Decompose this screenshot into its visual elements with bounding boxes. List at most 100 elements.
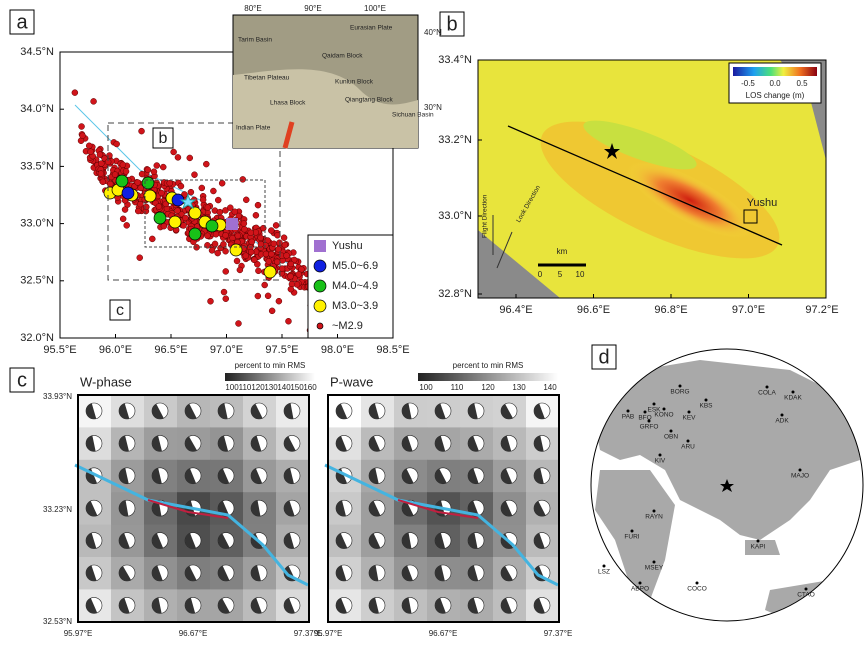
event [120,216,126,222]
inset-place: Kunlun Block [335,79,374,86]
y-tick-label: 33.5°N [20,160,54,172]
station-label: MSEY [645,565,664,572]
x-tick-label: 97.0°E [210,344,243,356]
event [288,273,294,279]
colorbar-tick: 140 [543,383,557,392]
event [200,197,206,203]
event-large [144,190,156,202]
colorbar-tick: 110 [451,383,464,392]
panel-label: c [17,369,27,391]
event [285,318,291,324]
event [248,249,254,255]
event [123,168,129,174]
inset-place: Indian Plate [236,125,271,132]
legend-swatch [314,280,326,292]
event [181,222,187,228]
station [639,582,642,585]
station [781,414,784,417]
event [249,239,255,245]
event [188,189,194,195]
colorbar-tick: 120 [481,383,495,392]
event [282,242,288,248]
y-tick-label: 33.23°N [43,505,72,514]
event [88,149,94,155]
event [187,155,193,161]
event [156,204,162,210]
colorbar-tick: 130 [512,383,526,392]
station-label: COLA [758,390,776,397]
event [171,149,177,155]
event [234,258,240,264]
y-tick-label: 32.5°N [20,275,54,287]
station [653,561,656,564]
station-label: BORG [670,389,689,396]
inset-tick: 40°N [424,28,442,37]
event [208,298,214,304]
event [217,209,223,215]
event [223,296,229,302]
event [268,228,274,234]
event [215,250,221,256]
event-large [264,266,276,278]
station [696,582,699,585]
event-large [189,207,201,219]
event [97,152,103,158]
x-tick-label: 98.5°E [376,344,409,356]
event [288,261,294,267]
flight-label: Flight Direction [482,194,489,238]
figure: abcd95.5°E96.0°E96.5°E97.0°E97.5°E98.0°E… [0,0,867,648]
y-tick-label: 33.93°N [43,392,72,401]
panel-label: a [16,11,28,33]
x-tick-label: 95.5°E [43,344,76,356]
event [255,268,261,274]
station [627,410,630,413]
x-tick-label: 97.37°E [544,629,573,638]
inset-place: Eurasian Plate [350,25,393,32]
scale-tick: 5 [558,270,563,279]
event-large [154,212,166,224]
event [137,255,143,261]
station [688,411,691,414]
event [112,172,118,178]
station [653,403,656,406]
event [262,282,268,288]
x-tick-label: 96.67°E [179,629,208,638]
colorbar-tick: 100 [225,383,239,392]
legend-label: M5.0~6.9 [332,260,378,272]
colorbar-tick: 160 [303,383,317,392]
event [241,221,247,227]
station-label: KONO [654,412,673,419]
event [174,208,180,214]
event [235,320,241,326]
colorbar-tick: 0.0 [769,79,781,88]
station [653,510,656,513]
event [258,235,264,241]
y-tick-label: 32.8°N [438,288,472,300]
x-tick-label: 97.2°E [805,304,838,316]
panel-label: d [598,346,609,368]
inset-place: Tibetan Plateau [244,75,290,82]
station-label: ABPO [631,586,649,593]
event [268,251,274,257]
event [296,271,302,277]
legend-swatch [317,323,323,329]
station-label: GRFO [640,424,659,431]
x-tick-label: 95.97°E [64,629,93,638]
x-tick-label: 96.4°E [499,304,532,316]
scale-tick: 0 [538,270,543,279]
station-label: OBN [664,434,678,441]
colorbar-tick: 130 [264,383,278,392]
x-tick-label: 96.0°E [99,344,132,356]
scale-unit: km [557,247,568,256]
station [799,469,802,472]
colorbar-tick: 0.5 [796,79,808,88]
x-tick-label: 95.97°E [314,629,343,638]
event [241,226,247,232]
y-tick-label: 32.53°N [43,617,72,626]
event [281,235,287,241]
station-label: MAJO [791,473,809,480]
event-large [169,216,181,228]
event [199,185,205,191]
event [167,180,173,186]
event [227,205,233,211]
